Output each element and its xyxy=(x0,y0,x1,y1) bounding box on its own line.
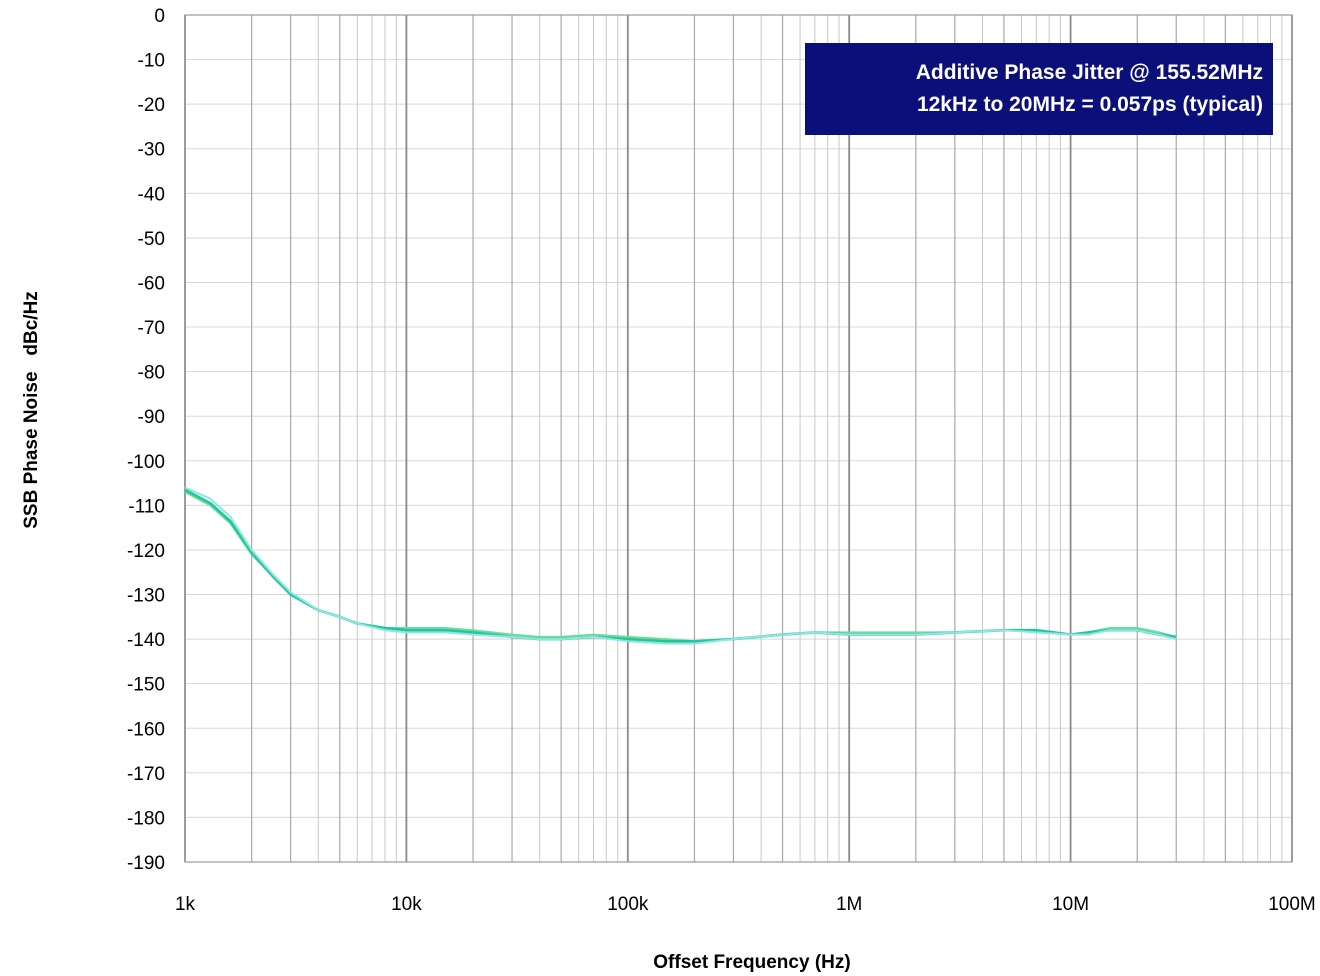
x-tick-label: 10k xyxy=(391,894,422,915)
y-tick-label: -150 xyxy=(127,675,165,696)
series-line-1 xyxy=(184,491,1177,643)
y-tick-label: -120 xyxy=(127,541,165,562)
y-tick-label: -100 xyxy=(127,452,165,473)
y-tick-label: -80 xyxy=(138,363,165,384)
y-tick-label: -40 xyxy=(138,184,165,205)
y-tick-label: -180 xyxy=(127,808,165,829)
annotation-line-2: 12kHz to 20MHz = 0.057ps (typical) xyxy=(917,93,1263,116)
x-tick-label: 100k xyxy=(607,894,649,915)
y-tick-label: 0 xyxy=(154,6,165,27)
y-tick-label: -170 xyxy=(127,764,165,785)
annotation-box: Additive Phase Jitter @ 155.52MHz 12kHz … xyxy=(805,43,1273,135)
annotation-background xyxy=(805,43,1273,135)
plot-frame xyxy=(184,14,1293,863)
grid-major xyxy=(184,14,1293,863)
annotation-line-1: Additive Phase Jitter @ 155.52MHz xyxy=(916,61,1263,84)
y-tick-label: -90 xyxy=(138,407,165,428)
x-tick-label: 10M xyxy=(1052,894,1089,915)
y-tick-label: -130 xyxy=(127,586,165,607)
y-tick-label: -50 xyxy=(138,229,165,250)
y-tick-label: -20 xyxy=(138,95,165,116)
y-tick-label: -70 xyxy=(138,318,165,339)
x-tick-label: 100M xyxy=(1268,894,1316,915)
y-tick-label: -30 xyxy=(138,140,165,161)
y-tick-label: -160 xyxy=(127,719,165,740)
x-tick-labels: 1k 10k 100k 1M 10M 100M xyxy=(175,894,1316,915)
x-tick-label: 1M xyxy=(836,894,862,915)
y-tick-label: -110 xyxy=(128,496,165,517)
x-tick-label: 1k xyxy=(175,894,196,915)
series-line-2 xyxy=(184,488,1177,643)
y-tick-label: -10 xyxy=(138,51,165,72)
y-axis-label: SSB Phase Noise dBc/Hz xyxy=(21,291,42,529)
y-tick-label: -190 xyxy=(127,853,165,874)
series-layer xyxy=(184,486,1177,645)
y-tick-label: -60 xyxy=(138,273,165,294)
y-tick-label: -140 xyxy=(127,630,165,651)
x-axis-label: Offset Frequency (Hz) xyxy=(653,952,850,973)
series-line-3 xyxy=(184,486,1177,645)
grid-minor xyxy=(185,14,1292,863)
y-tick-labels: 0 -10 -20 -30 -40 -50 -60 -70 -80 -90 -100 -110 -120… xyxy=(127,6,165,874)
